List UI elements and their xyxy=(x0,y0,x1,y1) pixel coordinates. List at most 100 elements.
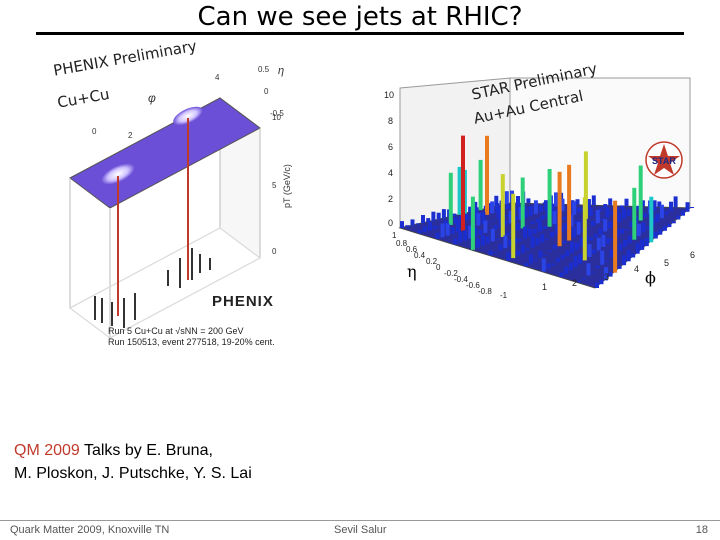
star-tower-151 xyxy=(598,208,603,211)
star-tower-70 xyxy=(473,227,478,237)
star-tower-138 xyxy=(535,237,540,245)
star-tower-123 xyxy=(552,211,557,225)
star-tower-93 xyxy=(495,238,500,240)
page-number: 18 xyxy=(695,524,708,536)
star-tower-45 xyxy=(440,223,445,238)
star-tower-242 xyxy=(595,282,599,288)
star-tower-258 xyxy=(667,223,672,228)
star-tower-227 xyxy=(609,249,614,258)
star-tower-252 xyxy=(640,239,645,250)
star-tower-244 xyxy=(604,267,608,281)
star-tower-88 xyxy=(470,196,475,250)
star-tower-39 xyxy=(505,204,510,210)
star-tower-224 xyxy=(595,265,600,269)
star-tower-255 xyxy=(653,231,658,239)
star-tower-165 xyxy=(576,222,581,235)
star-tower-43 xyxy=(526,198,531,204)
star-tower-262 xyxy=(685,202,690,212)
star-tower-27 xyxy=(443,220,448,227)
star-tower-204 xyxy=(587,244,592,258)
star-tower-146 xyxy=(574,220,579,225)
star-tower-150 xyxy=(593,212,598,214)
star-tower-154 xyxy=(524,263,529,267)
star-tower-94 xyxy=(500,174,505,237)
star-tower-233 xyxy=(636,223,641,237)
star-tower-111 xyxy=(493,252,498,253)
star-tower-261 xyxy=(681,210,685,216)
star-tower-11 xyxy=(457,166,462,215)
star-tower-220 xyxy=(577,281,582,283)
star-tower-44 xyxy=(435,232,440,239)
star-tower-0 xyxy=(400,221,404,228)
star-tower-222 xyxy=(586,263,591,276)
star-tower-8 xyxy=(441,209,446,219)
star-tower-field xyxy=(400,135,694,288)
star-tower-149 xyxy=(588,207,593,217)
star-tower-132 xyxy=(506,252,511,261)
phenix-tick-pt-1: 10 xyxy=(272,113,281,122)
star-tower-230 xyxy=(623,239,628,247)
star-eta-ticks: 1 0.8 0.6 0.4 0.2 0 -0.2 -0.4 -0.6 -0.8 … xyxy=(392,231,508,300)
star-tower-196 xyxy=(636,205,641,210)
star-tower-263 xyxy=(690,207,694,208)
star-tower-183 xyxy=(574,242,579,250)
star-lego-plot: 10 8 6 4 2 0 1 0.8 0.6 0.4 0.2 0 -0.2 -0… xyxy=(384,77,695,300)
star-tower-73 xyxy=(488,230,493,232)
star-tower-141 xyxy=(550,231,554,238)
phenix-background-towers xyxy=(94,248,211,328)
phenix-tick-phi-2: 2 xyxy=(128,131,133,140)
star-tower-80 xyxy=(523,210,528,218)
star-tower-197 xyxy=(640,200,645,207)
star-tower-56 xyxy=(496,207,501,219)
star-tower-219 xyxy=(657,201,662,207)
star-tower-10 xyxy=(452,213,457,217)
phenix-tick-phi-1: 4 xyxy=(215,73,220,82)
star-tower-7 xyxy=(436,212,441,220)
star-tower-158 xyxy=(543,254,548,256)
star-tower-29 xyxy=(453,217,458,224)
star-tower-199 xyxy=(564,266,569,274)
star-tower-48 xyxy=(455,221,460,233)
star-tick-eta-9: -0.6 xyxy=(466,281,480,290)
star-tower-237 xyxy=(655,213,660,222)
star-tower-215 xyxy=(638,165,643,221)
star-tower-253 xyxy=(644,237,649,247)
star-tower-240 xyxy=(669,201,673,212)
star-tower-135 xyxy=(520,245,525,253)
star-tick-z-5: 2 xyxy=(388,194,393,204)
star-tick-phi-4: 4 xyxy=(634,264,639,274)
star-tick-eta-7: -0.2 xyxy=(444,269,458,278)
star-tower-84 xyxy=(544,200,548,210)
star-tower-170 xyxy=(600,218,605,221)
phenix-logo: PHENIX xyxy=(212,293,274,310)
star-tower-36 xyxy=(490,201,495,214)
star-tower-98 xyxy=(520,177,525,229)
star-tower-104 xyxy=(550,203,555,216)
phenix-run-info-2: Run 150513, event 277518, 19-20% cent. xyxy=(108,337,275,347)
star-tower-55 xyxy=(491,220,496,222)
star-tower-259 xyxy=(671,221,676,224)
star-tick-eta-4: 0.4 xyxy=(414,251,426,260)
star-tower-3 xyxy=(415,223,420,225)
star-tower-4 xyxy=(421,215,425,224)
star-tick-eta-10: -0.8 xyxy=(478,287,492,296)
star-tick-eta-1: 1 xyxy=(392,231,397,240)
star-tower-1 xyxy=(405,225,410,227)
star-tower-28 xyxy=(448,172,453,225)
star-tower-131 xyxy=(591,195,596,206)
star-tower-174 xyxy=(619,205,624,209)
star-tower-109 xyxy=(575,199,580,205)
star-tower-256 xyxy=(658,229,663,235)
star-tower-97 xyxy=(515,223,520,231)
star-tick-eta-11: -1 xyxy=(500,291,508,300)
star-tower-143 xyxy=(559,225,564,232)
star-tower-130 xyxy=(586,199,591,208)
star-tower-254 xyxy=(649,196,654,243)
star-tick-phi-6: 6 xyxy=(690,250,695,260)
star-tower-212 xyxy=(624,229,629,231)
star-tower-176 xyxy=(541,258,546,272)
star-tower-216 xyxy=(643,213,648,218)
star-tower-249 xyxy=(626,249,631,262)
star-tower-46 xyxy=(445,223,450,236)
star-tower-142 xyxy=(554,224,559,235)
